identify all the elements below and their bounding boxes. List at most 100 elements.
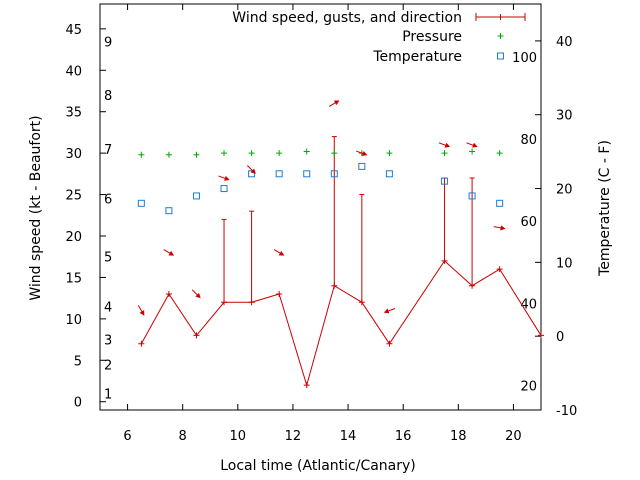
wind-direction-arrow — [273, 249, 285, 256]
pressure-point — [496, 150, 503, 157]
wind-speed-point — [469, 282, 476, 289]
legend: Wind speed, gusts, and direction Pressur… — [232, 10, 526, 65]
pressure-point — [165, 151, 172, 158]
wind-direction-arrow — [163, 249, 175, 256]
wind-direction-arrow-head — [250, 168, 256, 174]
temperature-point — [192, 192, 200, 200]
y-right-axis-label: Temperature (C - F) — [597, 140, 613, 277]
x-tick-label: 14 — [340, 429, 357, 444]
y-left-tick-label: 45 — [65, 23, 82, 38]
wind-series-group — [138, 136, 544, 389]
wind-speed-point — [248, 299, 255, 306]
x-tick-label: 10 — [230, 429, 247, 444]
temperature-point — [441, 177, 449, 185]
wind-direction-arrow-head — [472, 142, 478, 148]
beaufort-label: 2 — [104, 358, 112, 373]
legend-label-temperature: Temperature — [372, 49, 462, 65]
pressure-point — [331, 150, 338, 157]
pressure-series-group — [138, 148, 503, 158]
temperature-point — [275, 170, 283, 178]
temperature-point — [358, 162, 366, 170]
x-tick-label: 12 — [285, 429, 302, 444]
wind-direction-arrow-head — [383, 308, 390, 314]
wind-speed-point — [331, 282, 338, 289]
wind-direction-arrow-head — [224, 175, 230, 181]
wind-direction-arrow-head — [195, 292, 201, 299]
fahrenheit-label: 60 — [520, 215, 537, 230]
legend-label-pressure: Pressure — [402, 29, 462, 45]
fahrenheit-label: 20 — [520, 380, 537, 395]
beaufort-label: 6 — [104, 193, 112, 208]
y-right-tick-label: 10 — [556, 256, 573, 271]
pressure-point — [248, 150, 255, 157]
temperature-point — [220, 185, 228, 193]
pressure-point — [441, 150, 448, 157]
wind-direction-arrow-head — [333, 100, 340, 106]
axes-group: 6 8 10 12 14 16 18 2005101520253035404512345678… — [65, 3, 577, 444]
temperature-point — [248, 170, 256, 178]
pressure-point — [469, 148, 476, 155]
pressure-point — [193, 151, 200, 158]
wind-direction-arrow — [137, 305, 145, 316]
y-right-tick-label: 20 — [556, 183, 573, 198]
pressure-point — [303, 148, 310, 155]
y-right-tick-label: 0 — [556, 330, 564, 345]
wind-speed-point — [358, 299, 365, 306]
wind-direction-arrow — [438, 142, 451, 148]
y-left-tick-label: 5 — [74, 354, 82, 369]
direction-arrows-group — [137, 100, 506, 316]
wind-direction-arrow-head — [444, 142, 451, 148]
legend-sample-wind-point — [497, 14, 504, 20]
wind-speed-point — [538, 332, 544, 339]
wind-speed-point — [276, 291, 283, 297]
wind-direction-arrow-head — [168, 250, 175, 256]
temperature-point — [137, 199, 145, 207]
temperature-point — [496, 199, 504, 207]
wind-direction-arrow — [356, 150, 368, 156]
plot-frame — [99, 3, 542, 411]
wind-direction-arrow — [383, 308, 396, 314]
wind-speed-point — [386, 340, 393, 347]
wind-speed-point — [441, 257, 448, 264]
temperature-point — [165, 207, 173, 215]
wind-direction-arrow — [328, 100, 340, 107]
y-left-tick-label: 0 — [74, 396, 82, 411]
pressure-point — [221, 150, 228, 157]
beaufort-label: 9 — [104, 35, 112, 50]
wind-direction-arrow — [191, 289, 201, 299]
wind-speed-point — [496, 266, 503, 273]
y-left-tick-label: 15 — [65, 271, 82, 286]
fahrenheit-label: 80 — [520, 133, 537, 148]
legend-label-wind: Wind speed, gusts, and direction — [232, 10, 462, 26]
temperature-series-group — [137, 162, 504, 215]
y-left-tick-label: 10 — [65, 313, 82, 328]
wind-direction-arrow-head — [139, 310, 145, 316]
wind-direction-arrow — [246, 165, 256, 174]
wind-speed-line — [140, 260, 542, 387]
x-tick-label: 8 — [179, 429, 187, 444]
x-tick-label: 16 — [395, 429, 412, 444]
temperature-point — [303, 170, 311, 178]
beaufort-label: 1 — [104, 387, 112, 402]
fahrenheit-label: 100 — [512, 51, 537, 66]
wind-direction-arrow — [218, 175, 230, 181]
pressure-point — [386, 150, 393, 157]
y-left-tick-label: 30 — [65, 147, 82, 162]
wind-speed-point — [221, 299, 228, 306]
beaufort-label: 5 — [104, 251, 112, 266]
wind-direction-arrow — [493, 225, 506, 231]
y-left-axis-label: Wind speed (kt - Beaufort) — [28, 115, 44, 300]
wind-speed-point — [193, 332, 200, 339]
fahrenheit-label: 40 — [520, 298, 537, 313]
y-right-tick-label: 40 — [556, 35, 573, 50]
legend-sample-temperature — [497, 52, 504, 60]
wind-speed-point — [303, 382, 310, 389]
x-axis-label: Local time (Atlantic/Canary) — [220, 458, 416, 474]
y-left-tick-label: 40 — [65, 64, 82, 79]
beaufort-label: 7 — [104, 143, 112, 158]
x-tick-label: 20 — [505, 429, 522, 444]
temperature-point — [330, 170, 338, 178]
wind-speed-point — [165, 291, 172, 297]
y-left-tick-label: 25 — [65, 189, 82, 204]
